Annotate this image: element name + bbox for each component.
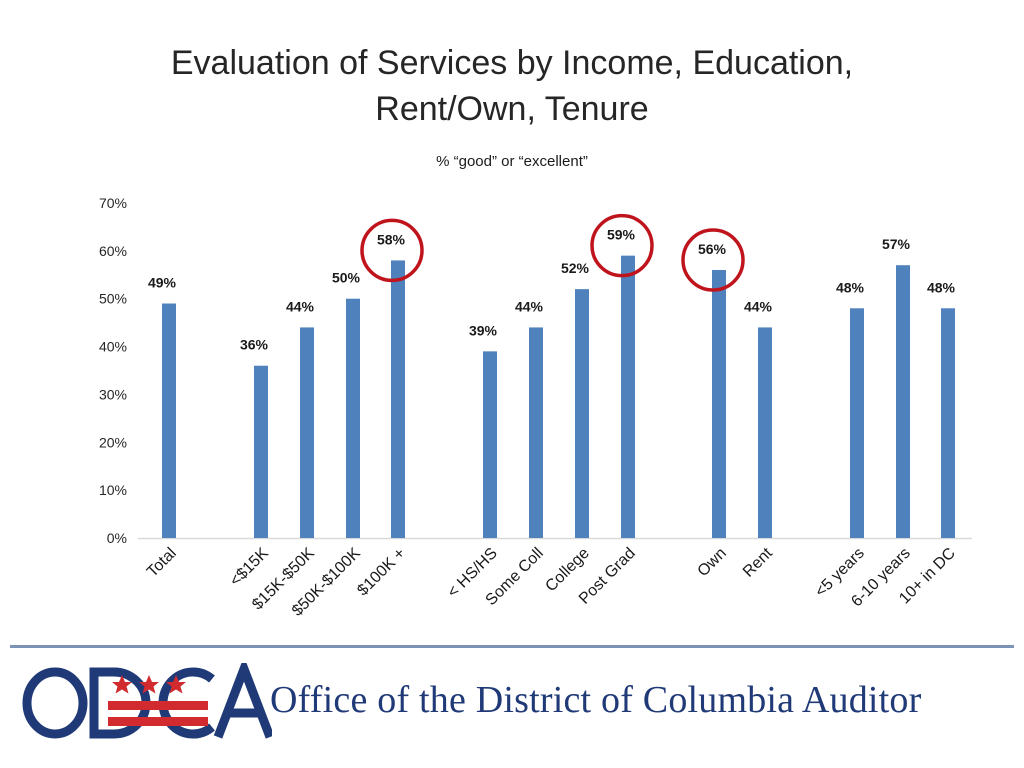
y-tick-label: 60%: [99, 243, 127, 259]
bar: [391, 260, 405, 538]
logo-letter-a: [213, 663, 272, 739]
bar: [300, 327, 314, 538]
y-tick-label: 40%: [99, 339, 127, 355]
x-tick-label: $100K +: [354, 545, 408, 599]
data-label: 36%: [240, 337, 269, 353]
data-label: 52%: [561, 260, 590, 276]
data-label: 58%: [377, 231, 406, 247]
logo-letter-o: [22, 667, 88, 739]
y-tick-label: 50%: [99, 291, 127, 307]
bar: [575, 289, 589, 538]
organization-name: Office of the District of Columbia Audit…: [270, 679, 922, 721]
data-label: 48%: [836, 279, 865, 295]
bar: [850, 308, 864, 538]
data-label: 39%: [469, 322, 498, 338]
highlight-circle: [681, 228, 745, 292]
bar: [162, 303, 176, 538]
x-tick-label: Total: [144, 545, 180, 581]
flag-bar: [108, 717, 208, 726]
bar: [758, 327, 772, 538]
bar: [346, 298, 360, 538]
data-label: 56%: [698, 241, 727, 257]
chart-subtitle: % “good” or “excellent”: [436, 153, 588, 170]
star-icon: [112, 675, 132, 694]
bar: [712, 270, 726, 538]
x-tick-label: Rent: [740, 544, 776, 580]
data-label: 57%: [882, 236, 911, 252]
bar: [483, 351, 497, 538]
y-tick-label: 0%: [107, 530, 127, 546]
footer-divider: [10, 645, 1014, 648]
y-tick-label: 10%: [99, 482, 127, 498]
data-label: 44%: [744, 298, 773, 314]
highlight-circle: [590, 213, 654, 278]
bar: [941, 308, 955, 538]
bar: [529, 327, 543, 538]
y-tick-label: 70%: [99, 195, 127, 211]
bar: [254, 365, 268, 538]
x-tick-label: <$15K: [227, 545, 272, 590]
data-label: 44%: [286, 298, 315, 314]
bar: [621, 255, 635, 538]
data-label: 48%: [927, 279, 956, 295]
data-label: 50%: [332, 270, 361, 286]
star-icon: [139, 675, 159, 694]
y-tick-label: 20%: [99, 434, 127, 450]
chart-title-line-1: Evaluation of Services by Income, Educat…: [170, 44, 854, 82]
highlight-circle: [360, 218, 424, 283]
data-label: 59%: [607, 227, 636, 243]
chart-title: Evaluation of Services by Income, Educat…: [0, 40, 1024, 132]
dc-flag-emblem: [108, 675, 208, 726]
star-icon: [166, 675, 186, 694]
bar-chart: 0% 10% 20% 30% 40% 50% 60% 70% 49% Total 36% <$15K 4…: [99, 195, 972, 620]
data-label: 44%: [515, 298, 544, 314]
y-tick-label: 30%: [99, 386, 127, 402]
chart-title-line-2: Rent/Own, Tenure: [375, 90, 649, 128]
bar: [896, 265, 910, 538]
data-label: 49%: [148, 275, 177, 291]
x-tick-label: Own: [695, 545, 730, 580]
odca-logo: [22, 663, 272, 739]
flag-bar: [108, 701, 208, 710]
